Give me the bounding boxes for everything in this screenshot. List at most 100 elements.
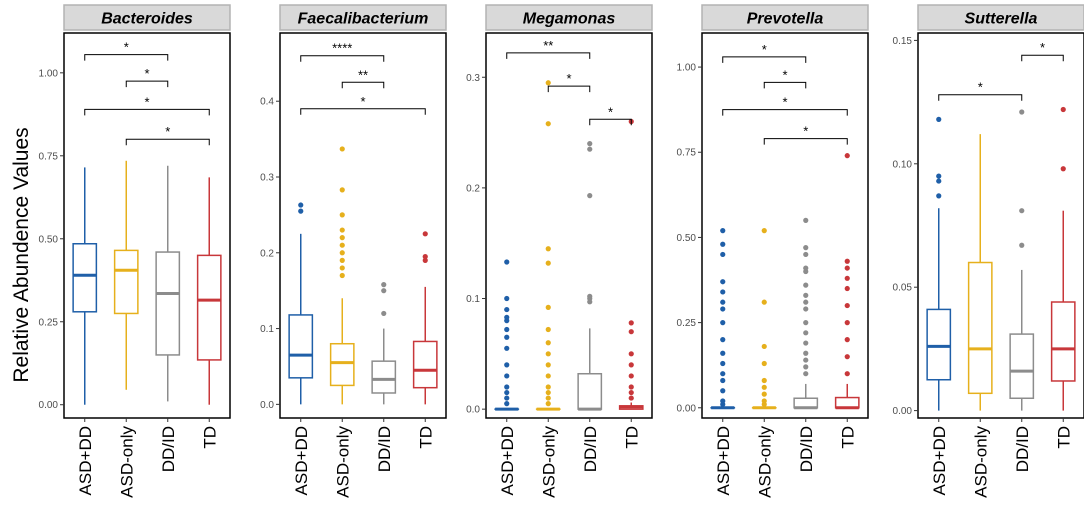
- outlier-point: [545, 304, 551, 310]
- significance-bracket: [938, 94, 1023, 101]
- outlier-point: [504, 334, 510, 340]
- category-label: ASD-only: [117, 426, 136, 498]
- outlier-point: [720, 371, 726, 377]
- significance-label: *: [608, 104, 613, 119]
- outlier-point: [720, 299, 726, 305]
- box-td: [412, 231, 438, 405]
- outlier-point: [339, 242, 345, 248]
- outlier-point: [803, 282, 809, 288]
- outlier-point: [504, 373, 510, 379]
- outlier-point: [628, 320, 634, 326]
- y-axis-label: Relative Abundence Values: [10, 127, 33, 382]
- outlier-point: [504, 389, 510, 396]
- category-label: ASD+DD: [498, 426, 517, 495]
- outlier-point: [545, 384, 551, 390]
- panel-strip: [701, 4, 869, 31]
- outlier-point: [339, 212, 345, 218]
- category-label: ASD+DD: [292, 426, 311, 495]
- box-iqr: [155, 251, 181, 356]
- outlier-point: [422, 253, 428, 260]
- box-iqr: [926, 308, 952, 381]
- outlier-point: [545, 401, 551, 407]
- box-td: [834, 153, 860, 410]
- y-tick-label: 0.4: [260, 97, 274, 108]
- outlier-point: [720, 289, 726, 295]
- outlier-point: [803, 340, 809, 346]
- panel-strip: [917, 4, 1084, 31]
- y-tick-label: 0.0: [260, 400, 274, 411]
- outlier-point: [844, 258, 850, 264]
- significance-bracket: [763, 138, 848, 145]
- outlier-point: [545, 351, 551, 357]
- outlier-point: [339, 146, 345, 152]
- y-tick-label: 0.15: [893, 36, 913, 47]
- outlier-point: [803, 251, 809, 258]
- significance-bracket: [84, 108, 210, 116]
- box-asdonly: [967, 134, 993, 411]
- panel-title: Bacteroides: [101, 11, 193, 28]
- outlier-point: [298, 202, 304, 208]
- outlier-point: [720, 360, 726, 367]
- outlier-point: [761, 228, 767, 234]
- outlier-point: [844, 354, 850, 360]
- category-label: ASD+DD: [714, 426, 733, 495]
- y-tick-label: 0.1: [260, 324, 274, 335]
- box-iqr: [72, 243, 98, 313]
- outlier-point: [844, 320, 850, 326]
- panel-strip: [63, 4, 231, 31]
- panel-title: Megamonas: [523, 11, 616, 28]
- category-label: TD: [200, 426, 219, 449]
- outlier-point: [628, 389, 634, 396]
- category-label: ASD-only: [755, 426, 774, 498]
- outlier-point: [720, 337, 726, 343]
- y-tick-label: 0.2: [466, 183, 480, 194]
- outlier-point: [339, 227, 345, 233]
- outlier-point: [761, 391, 767, 397]
- box-ddid: [371, 282, 397, 405]
- outlier-point: [339, 272, 345, 279]
- y-tick-label: 0.00: [893, 406, 913, 417]
- significance-label: *: [144, 66, 149, 81]
- y-tick-label: 0.3: [260, 172, 274, 183]
- outlier-point: [720, 350, 726, 356]
- significance-label: *: [782, 67, 787, 82]
- y-tick-label: 0.10: [893, 159, 913, 170]
- outlier-point: [803, 357, 809, 363]
- outlier-point: [504, 295, 510, 302]
- box-ddid: [793, 217, 819, 410]
- panel-strip: [485, 4, 653, 31]
- outlier-point: [628, 373, 634, 379]
- outlier-point: [504, 401, 510, 407]
- category-label: ASD+DD: [76, 426, 95, 495]
- outlier-point: [803, 217, 809, 223]
- box-iqr: [371, 360, 397, 394]
- box-iqr: [577, 372, 603, 410]
- outlier-point: [545, 389, 551, 396]
- box-iqr: [834, 396, 860, 409]
- outlier-point: [504, 384, 510, 390]
- outlier-point: [1060, 106, 1066, 113]
- outlier-point: [803, 364, 809, 370]
- outlier-point: [936, 173, 942, 179]
- outlier-point: [1019, 242, 1025, 248]
- category-label: DD/ID: [159, 426, 178, 472]
- significance-label: *: [1040, 40, 1045, 55]
- panel-bacteroides: Bacteroides 0.00 0.25 0.50 0.75 1.00 ASD+DD ASD…: [39, 4, 231, 498]
- box-asddd: [288, 202, 314, 405]
- significance-bracket: [1021, 54, 1064, 62]
- significance-label: *: [165, 124, 170, 139]
- category-label: DD/ID: [375, 426, 394, 472]
- outlier-point: [720, 388, 726, 394]
- panel-prevotella: Prevotella 0.00 0.25 0.50 0.75 1.00 ASD+DD ASD-…: [677, 4, 869, 498]
- outlier-point: [504, 314, 510, 320]
- outlier-point: [628, 384, 634, 390]
- category-label: DD/ID: [581, 426, 600, 472]
- panel-sutterella: Sutterella 0.00 0.05 0.10 0.15 ASD+DD ASD-only…: [893, 4, 1084, 498]
- outlier-point: [545, 362, 551, 368]
- significance-bracket: [722, 56, 807, 63]
- y-tick-label: 0.25: [677, 318, 697, 329]
- y-tick-label: 0.25: [39, 317, 59, 328]
- category-label: TD: [622, 426, 641, 449]
- outlier-point: [761, 377, 767, 384]
